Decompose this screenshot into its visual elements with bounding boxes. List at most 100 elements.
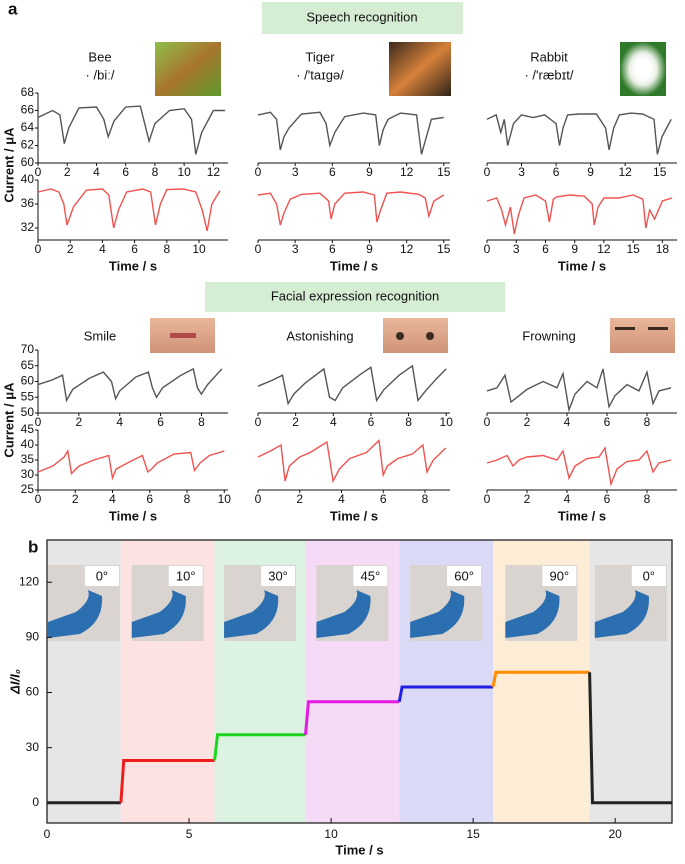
x-tick-label: 3 <box>518 165 525 179</box>
data-line <box>257 364 447 406</box>
angle-box <box>168 566 203 586</box>
photo <box>610 318 675 353</box>
x-tick-label: 6 <box>329 165 336 179</box>
x-tick-label: 9 <box>366 165 373 179</box>
angle-label: 45° <box>361 568 381 583</box>
data-line <box>486 446 672 487</box>
photo-hand <box>505 590 560 638</box>
x-axis-label: Time / s <box>558 508 606 523</box>
angle-box <box>542 566 577 586</box>
x-tick-label: 6 <box>157 415 164 429</box>
x-tick-label: 15 <box>653 165 667 179</box>
x-tick-label: 12 <box>207 165 221 179</box>
photo <box>155 42 221 96</box>
y-tick-label: 36 <box>21 196 35 210</box>
x-tick-label: 2 <box>72 492 79 506</box>
y-tick-label: 62 <box>21 138 35 152</box>
x-tick-label: 0 <box>484 415 491 429</box>
data-line <box>257 439 447 484</box>
data-line <box>37 105 226 155</box>
y-tick-label: 60 <box>26 685 40 699</box>
panel-label: b <box>28 537 38 556</box>
x-axis-label: Time / s <box>335 842 383 857</box>
y-tick-label: 70 <box>21 342 35 356</box>
angle-label: 60° <box>454 568 474 583</box>
x-tick-label: 2 <box>296 492 303 506</box>
data-line <box>486 112 672 155</box>
photo-hand <box>224 590 279 638</box>
x-tick-label: 5 <box>186 827 193 841</box>
data-line <box>257 111 444 155</box>
x-axis-label: Time / s <box>330 508 378 523</box>
x-tick-label: 0 <box>255 415 262 429</box>
y-tick-label: 90 <box>26 630 40 644</box>
x-tick-label: 6 <box>542 242 549 256</box>
x-tick-label: 0 <box>484 492 491 506</box>
plot-title: Bee <box>88 49 111 64</box>
x-tick-label: 2 <box>524 415 531 429</box>
data-line <box>486 368 672 413</box>
angle-box <box>447 566 482 586</box>
x-tick-label: 6 <box>604 415 611 429</box>
x-tick-label: 12 <box>619 165 633 179</box>
x-tick-label: 2 <box>524 492 531 506</box>
plot-title: Rabbit <box>530 49 568 64</box>
x-tick-label: 6 <box>380 492 387 506</box>
x-tick-label: 3 <box>292 242 299 256</box>
photo <box>620 42 666 96</box>
y-axis-label: ΔI/I₀ <box>7 669 22 695</box>
x-tick-label: 6 <box>553 165 560 179</box>
plot-subtitle: · /'taɪɡə/ <box>296 67 344 82</box>
x-axis-label: Time / s <box>109 508 157 523</box>
x-tick-label: 4 <box>116 415 123 429</box>
x-tick-label: 8 <box>163 242 170 256</box>
step-line <box>213 733 306 761</box>
x-tick-label: 0 <box>255 492 262 506</box>
plot-title: Smile <box>84 328 117 343</box>
x-tick-label: 10 <box>192 242 206 256</box>
angle-label: 90° <box>549 568 569 583</box>
x-tick-label: 0 <box>44 827 51 841</box>
y-tick-label: 40 <box>21 437 35 451</box>
angle-box <box>353 566 388 586</box>
plot-title: Tiger <box>305 49 335 64</box>
x-tick-label: 8 <box>644 415 651 429</box>
x-tick-label: 0 <box>35 415 42 429</box>
data-line <box>37 449 225 481</box>
angle-label: 0° <box>96 568 108 583</box>
x-tick-label: 6 <box>131 242 138 256</box>
angle-label: 30° <box>268 568 288 583</box>
plot-frame <box>46 539 673 824</box>
x-tick-label: 6 <box>146 492 153 506</box>
y-tick-label: 66 <box>21 103 35 117</box>
panel-label: a <box>8 0 18 18</box>
x-tick-label: 15 <box>437 242 451 256</box>
photo <box>383 318 448 353</box>
x-tick-label: 9 <box>366 242 373 256</box>
x-tick-label: 2 <box>67 242 74 256</box>
y-tick-label: 30 <box>21 467 35 481</box>
x-tick-label: 3 <box>292 165 299 179</box>
angle-label: 0° <box>643 568 655 583</box>
y-tick-label: 45 <box>21 422 35 436</box>
x-tick-label: 4 <box>99 242 106 256</box>
data-line <box>37 188 221 232</box>
x-axis-label: Time / s <box>558 258 606 273</box>
y-tick-label: 40 <box>21 172 35 186</box>
x-tick-label: 9 <box>587 165 594 179</box>
x-axis-label: Time / s <box>330 258 378 273</box>
step-line <box>491 670 590 688</box>
x-tick-label: 10 <box>177 165 191 179</box>
y-tick-label: 60 <box>21 155 35 169</box>
x-tick-label: 20 <box>609 827 623 841</box>
x-tick-label: 4 <box>338 492 345 506</box>
step-line <box>588 672 672 805</box>
x-tick-label: 6 <box>329 242 336 256</box>
step-line <box>119 759 215 803</box>
photo-detail <box>426 332 434 340</box>
x-tick-label: 2 <box>64 165 71 179</box>
x-tick-label: 0 <box>484 242 491 256</box>
photo-hand <box>594 590 649 638</box>
